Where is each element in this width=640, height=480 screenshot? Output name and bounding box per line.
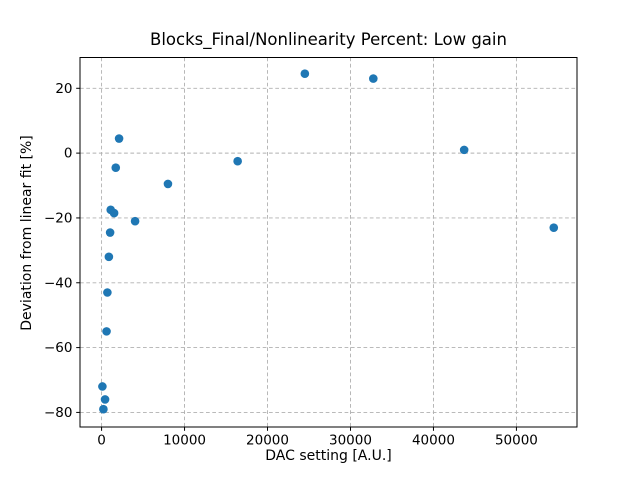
x-tick-label: 0: [97, 433, 106, 449]
scatter-point: [111, 163, 121, 173]
y-tick-label: −20: [44, 210, 73, 226]
scatter-point: [99, 404, 108, 414]
y-tick-label: 0: [64, 146, 73, 162]
x-tick-label: 10000: [163, 433, 206, 449]
y-tick-label: −80: [44, 405, 73, 421]
y-tick-label: −60: [44, 340, 73, 356]
scatter-point: [114, 134, 124, 143]
scatter-point: [233, 156, 242, 166]
scatter-point: [98, 382, 107, 391]
scatter-point: [163, 179, 173, 189]
scatter-point: [105, 228, 115, 237]
scatter-point: [100, 395, 110, 404]
scatter-point: [549, 223, 559, 232]
x-tick-label: 20000: [246, 433, 289, 449]
scatter-point: [103, 288, 112, 297]
y-tick-label: 20: [55, 81, 72, 97]
scatter-point: [130, 216, 140, 226]
x-tick-label: 50000: [495, 433, 538, 449]
chart-title: Blocks_Final/Nonlinearity Percent: Low g…: [150, 30, 507, 49]
x-tick-label: 40000: [412, 433, 455, 449]
x-axis-label: DAC setting [A.U.]: [265, 448, 392, 464]
axes-spines: [79, 57, 578, 428]
y-tick-label: −40: [44, 275, 73, 291]
scatter-point: [300, 69, 310, 79]
scatter-point: [109, 208, 119, 218]
scatter-point: [369, 74, 378, 83]
scatter-point: [102, 327, 111, 336]
scatter-point: [459, 145, 469, 155]
x-tick-label: 30000: [329, 433, 372, 449]
scatter-point: [104, 252, 114, 262]
